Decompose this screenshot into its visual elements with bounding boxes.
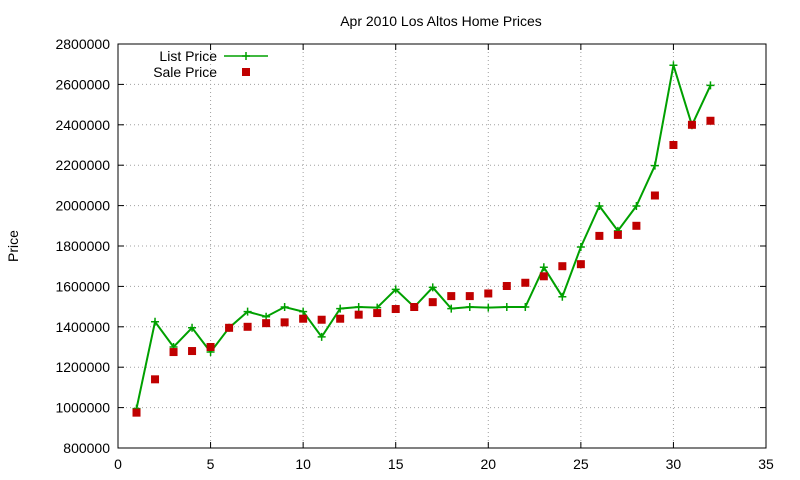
x-tick-label: 5 xyxy=(207,456,215,472)
sale-price-point xyxy=(484,289,493,298)
y-tick-label: 2200000 xyxy=(55,157,110,173)
series-layer xyxy=(132,61,715,417)
x-tick-label: 0 xyxy=(114,456,122,472)
sale-price-point xyxy=(521,278,530,287)
sale-price-point xyxy=(225,323,234,332)
legend: List Price Sale Price xyxy=(153,48,268,80)
sale-price-point xyxy=(262,319,271,328)
sale-price-point xyxy=(243,322,252,331)
y-tick-label: 1400000 xyxy=(55,319,110,335)
sale-price-point xyxy=(576,260,585,269)
legend-label-list-price: List Price xyxy=(159,48,217,64)
y-tick-label: 2000000 xyxy=(55,198,110,214)
sale-price-point xyxy=(558,262,567,271)
sale-price-point xyxy=(465,292,474,301)
list-price-point xyxy=(521,303,530,312)
sale-price-point xyxy=(391,305,400,314)
list-price-point xyxy=(484,303,493,312)
sale-price-point xyxy=(502,281,511,290)
y-tick-label: 1000000 xyxy=(55,400,110,416)
list-price-point xyxy=(595,202,604,211)
sale-price-point xyxy=(669,141,678,149)
list-price-point xyxy=(299,307,308,316)
list-price-point xyxy=(151,317,160,326)
sale-price-point xyxy=(299,314,308,323)
y-tick-label: 800000 xyxy=(63,440,110,456)
x-tick-label: 10 xyxy=(295,456,311,472)
sale-price-point xyxy=(151,375,160,384)
list-price-point xyxy=(317,332,326,341)
sale-price-point xyxy=(428,298,437,307)
legend-marker-list-price xyxy=(242,52,250,60)
y-tick-label: 2600000 xyxy=(55,76,110,92)
sale-price-point xyxy=(317,315,326,324)
list-price-point xyxy=(243,307,252,316)
sale-price-point xyxy=(613,230,622,239)
sale-price-point xyxy=(410,303,419,312)
list-price-point xyxy=(650,161,659,170)
sale-price-point xyxy=(632,221,641,230)
list-price-point xyxy=(706,81,715,90)
sale-price-point xyxy=(687,120,696,129)
sale-price-point xyxy=(188,347,197,356)
legend-label-sale-price: Sale Price xyxy=(153,64,217,80)
sale-price-point xyxy=(447,292,456,301)
list-price-point xyxy=(391,285,400,294)
sale-price-point xyxy=(373,309,382,318)
sale-price-point xyxy=(206,343,215,351)
list-price-point xyxy=(465,303,474,312)
x-tick-label: 35 xyxy=(758,456,774,472)
chart-title: Apr 2010 Los Altos Home Prices xyxy=(340,13,542,29)
x-tick-label: 25 xyxy=(573,456,589,472)
list-price-point xyxy=(558,292,567,301)
sale-price-point xyxy=(354,310,363,319)
list-price-point xyxy=(428,283,437,292)
sale-price-point xyxy=(706,116,715,125)
y-tick-label: 2400000 xyxy=(55,117,110,133)
sale-price-point xyxy=(169,348,178,357)
list-price-point xyxy=(669,61,678,70)
list-price-point xyxy=(188,323,197,332)
y-tick-label: 1600000 xyxy=(55,278,110,294)
y-tick-label: 1800000 xyxy=(55,238,110,254)
legend-swatch-sale-price xyxy=(242,68,250,76)
sale-price-point xyxy=(539,272,548,281)
x-tick-label: 15 xyxy=(388,456,404,472)
list-price-point xyxy=(354,303,363,312)
grid-lines xyxy=(118,44,766,448)
axis-ticks: 0 5 10 15 20 25 30 35 800000 1000000 1200000 140000… xyxy=(55,36,774,472)
list-price-line xyxy=(135,64,712,409)
y-tick-label: 1200000 xyxy=(55,359,110,375)
sale-price-point xyxy=(132,408,141,417)
list-price-point xyxy=(502,303,511,312)
x-tick-label: 30 xyxy=(666,456,682,472)
list-price-point xyxy=(447,304,456,313)
list-price-point xyxy=(539,263,548,272)
sale-price-point xyxy=(336,314,345,323)
y-axis-label: Price xyxy=(5,230,21,262)
x-tick-label: 20 xyxy=(480,456,496,472)
list-price-point xyxy=(576,243,585,252)
list-price-point xyxy=(336,304,345,313)
list-price-point xyxy=(280,303,289,312)
list-price-point xyxy=(632,202,641,211)
sale-price-point xyxy=(280,318,289,327)
y-tick-label: 2800000 xyxy=(55,36,110,52)
sale-price-point xyxy=(595,231,604,240)
sale-price-point xyxy=(650,191,659,200)
